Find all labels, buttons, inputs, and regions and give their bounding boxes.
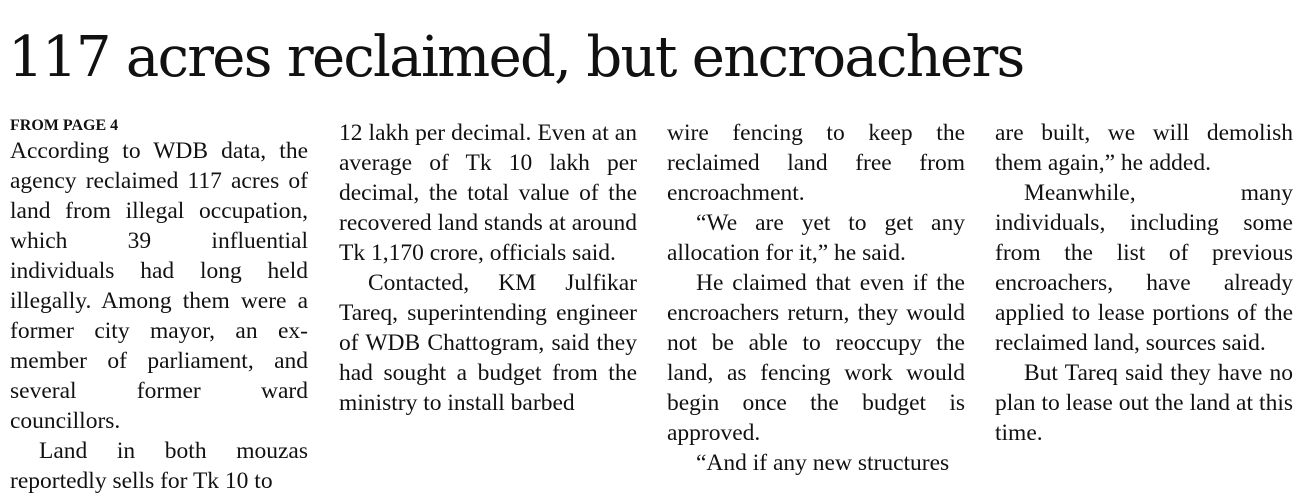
paragraph: He claimed that even if the encroachers … (667, 270, 965, 446)
article-column-3: wire fencing to keep the reclaimed land … (667, 118, 965, 478)
headline: 117 acres reclaimed, but encroachers (8, 25, 1025, 90)
article-column-1: FROM PAGE 4 According to WDB data, the a… (10, 118, 308, 496)
paragraph: 12 lakh per decimal. Even at an average … (339, 120, 637, 266)
paragraph: But Tareq said they have no plan to leas… (995, 360, 1293, 446)
paragraph: Contacted, KM Julfikar Tareq, superinten… (339, 270, 637, 416)
paragraph: Land in both mouzas reportedly sells for… (10, 438, 308, 494)
paragraph: “We are yet to get any allocation for it… (667, 210, 965, 266)
article-column-2: 12 lakh per decimal. Even at an average … (339, 118, 637, 418)
paragraph: “And if any new structures (696, 450, 950, 476)
paragraph: wire fencing to keep the reclaimed land … (667, 120, 965, 206)
article-column-4: are built, we will demolish them again,”… (995, 118, 1293, 448)
paragraph: are built, we will demolish them again,”… (995, 120, 1293, 176)
paragraph: Meanwhile, many individuals, including s… (995, 180, 1293, 356)
continuation-kicker: FROM PAGE 4 (10, 117, 119, 134)
paragraph: According to WDB data, the agency reclai… (10, 138, 308, 434)
